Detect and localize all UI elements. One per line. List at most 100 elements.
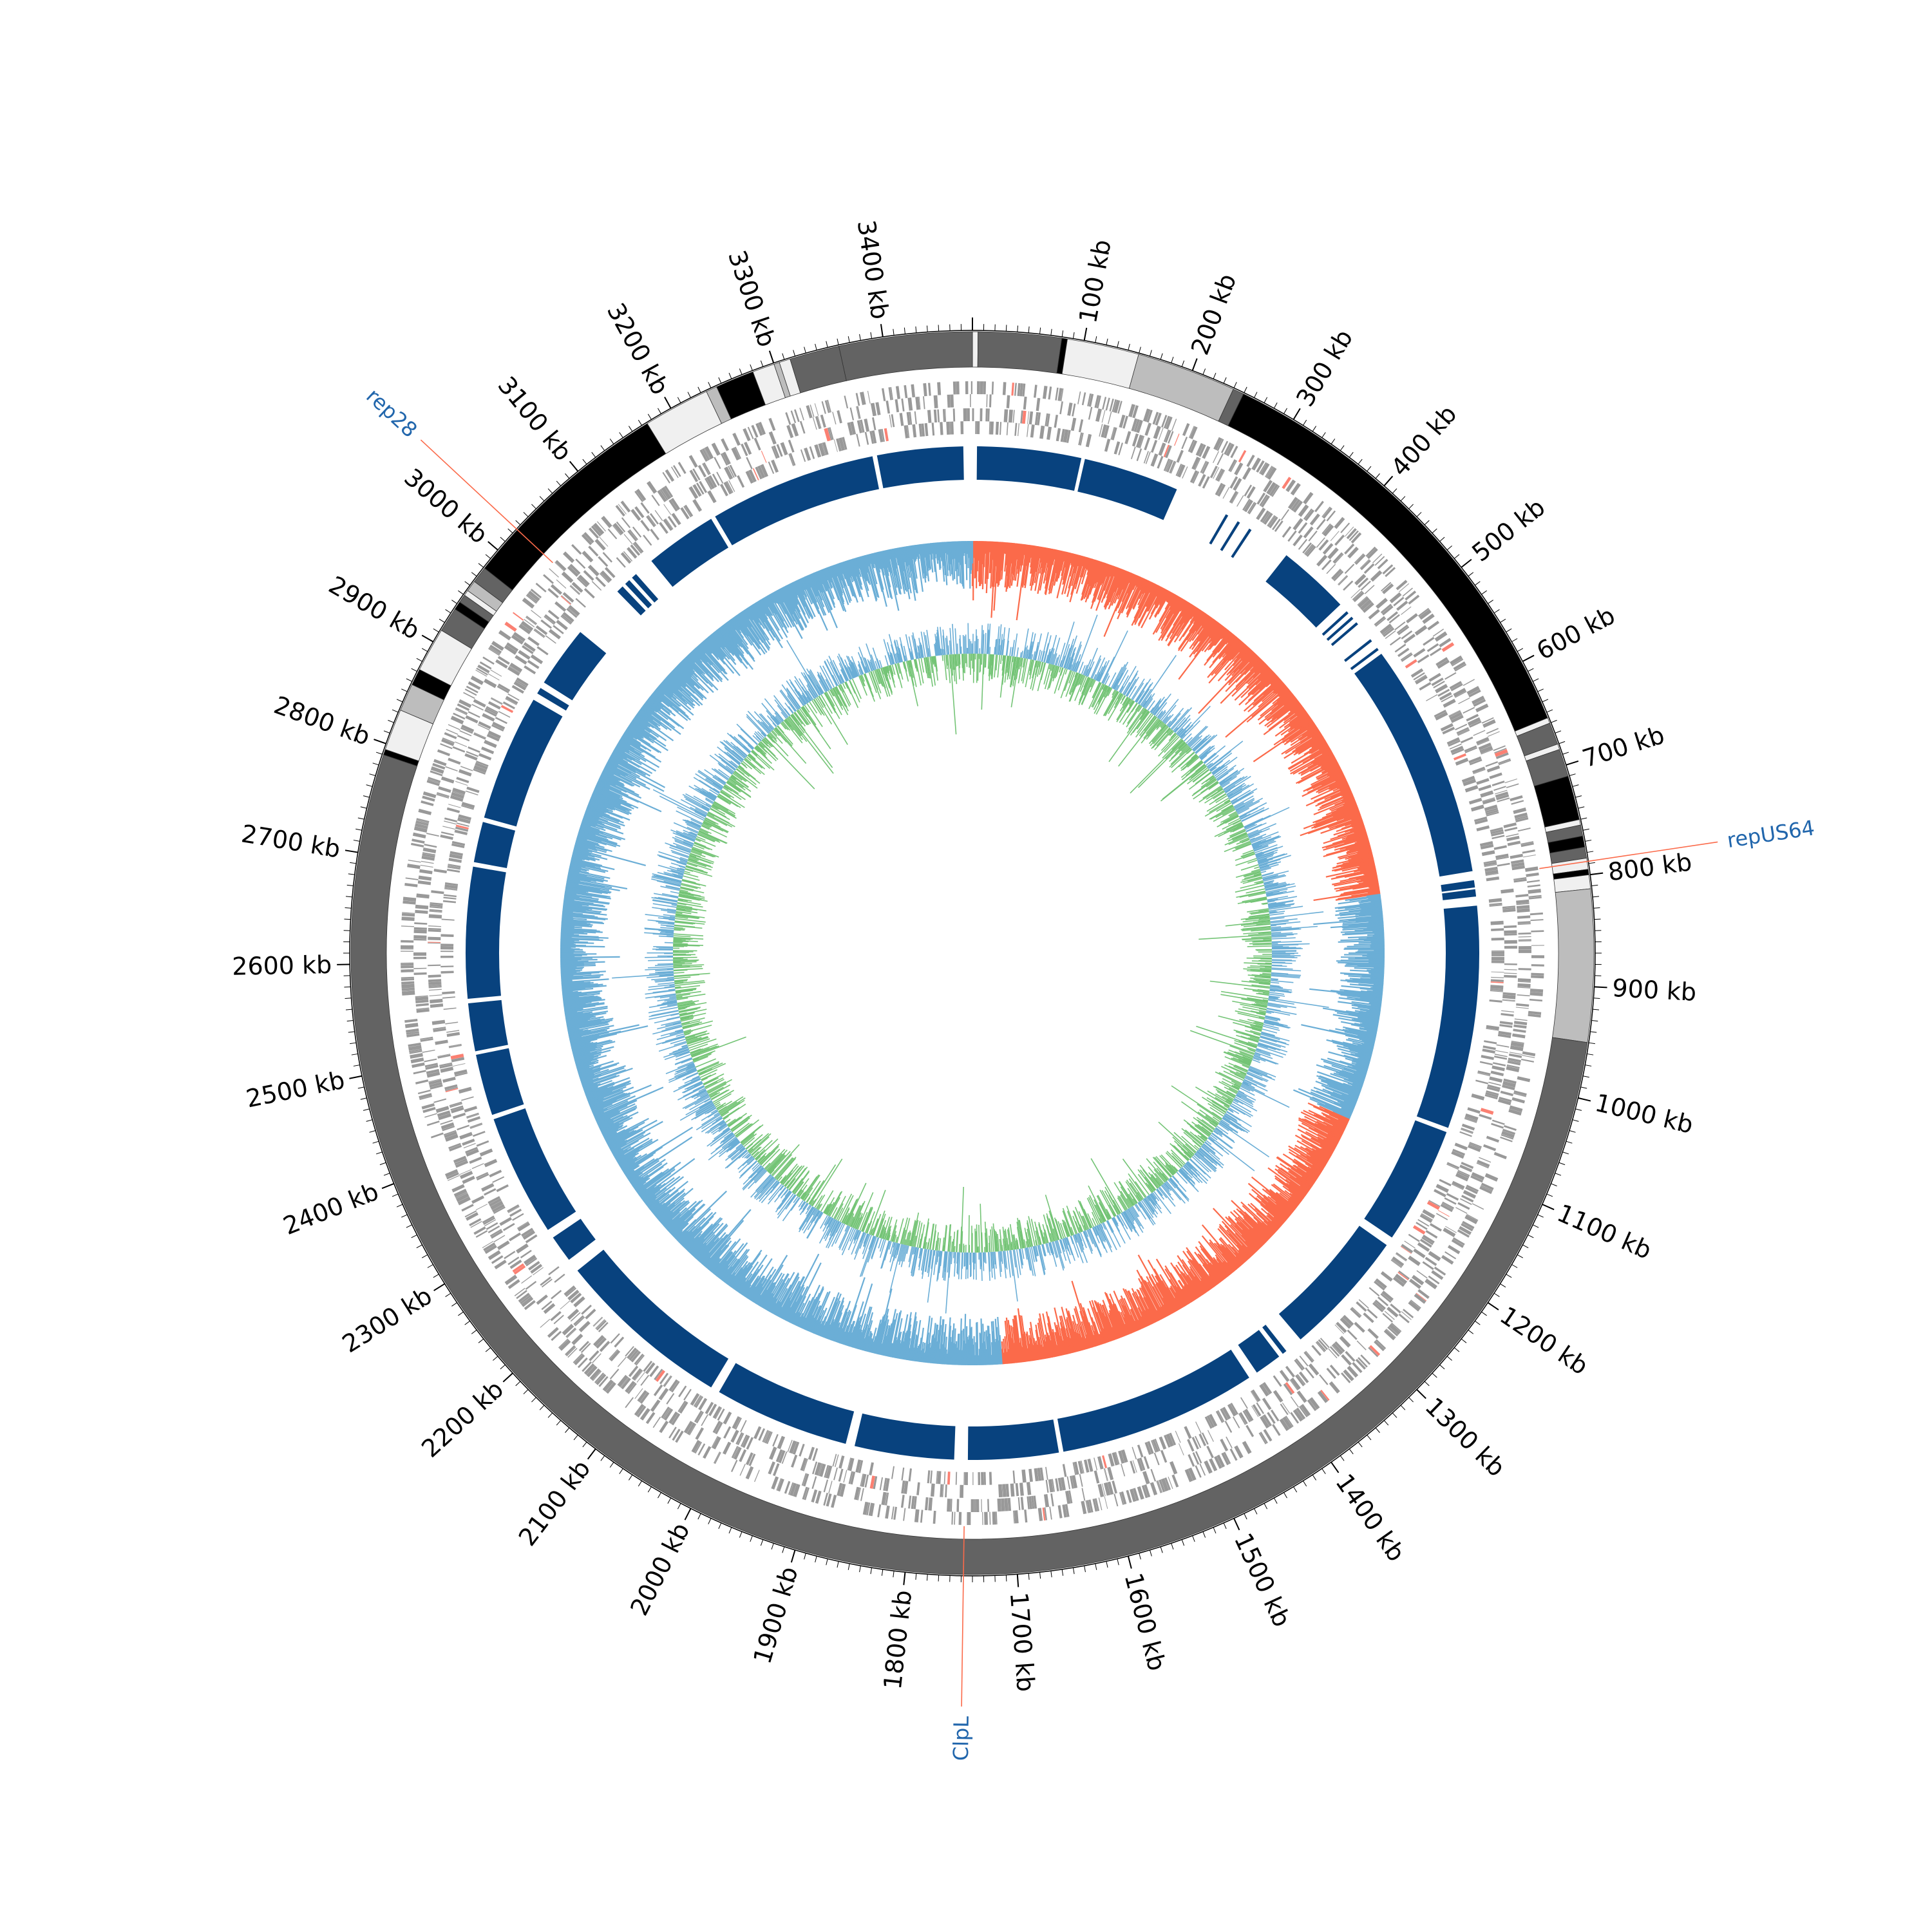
gc-skew-bar: [1155, 1283, 1173, 1314]
gene-feature: [570, 585, 581, 594]
gc-skew-bar: [727, 1275, 736, 1285]
gene-feature: [450, 1105, 464, 1111]
gc-skew-bar: [1276, 701, 1300, 719]
minor-tick: [870, 332, 873, 339]
gene-feature: [1034, 412, 1039, 426]
gc-skew-bar: [1343, 886, 1379, 894]
gc-skew-bar: [1349, 983, 1383, 988]
gc-skew-bar: [1080, 559, 1095, 601]
minor-tick: [1594, 918, 1601, 920]
gene-feature: [817, 415, 822, 429]
gc-skew-bar: [634, 1181, 647, 1191]
gene-feature: [855, 393, 860, 406]
gene-feature: [708, 1403, 717, 1417]
gene-feature: [730, 1430, 739, 1443]
gc-skew-bar: [1166, 1287, 1180, 1310]
gc-skew-bar: [1012, 1327, 1018, 1363]
gene-feature: [428, 964, 441, 967]
gene-feature: [1497, 1034, 1511, 1038]
gene-feature: [653, 1384, 663, 1397]
minor-tick: [815, 1556, 817, 1563]
gene-feature: [1492, 1065, 1505, 1072]
gc-skew-bar: [662, 1201, 690, 1226]
gc-skew-bar: [1364, 871, 1377, 876]
gc-skew-bar: [610, 1121, 663, 1151]
gene-feature: [1459, 1164, 1473, 1173]
gc-skew-bar: [817, 1316, 827, 1336]
gc-skew-bar: [654, 1202, 671, 1217]
gc-skew-bar: [669, 1212, 693, 1234]
gene-feature: [1437, 1209, 1450, 1217]
gene-feature: [1531, 975, 1544, 979]
gc-skew-bar: [1311, 810, 1359, 829]
gc-skew-bar: [1216, 1242, 1239, 1269]
minor-tick: [1493, 609, 1500, 614]
gene-feature: [1046, 413, 1050, 427]
gene-feature: [1103, 1482, 1111, 1496]
gene-feature: [524, 1300, 536, 1311]
gene-feature: [600, 570, 612, 582]
minor-tick: [515, 1381, 521, 1387]
gene-feature: [810, 404, 815, 417]
gene-feature: [445, 1088, 459, 1093]
gene-feature: [746, 1452, 753, 1466]
gene-feature: [428, 984, 442, 987]
gc-skew-bar: [560, 944, 587, 947]
gc-skew-bar: [1367, 936, 1385, 939]
gc-skew-bar: [713, 1251, 733, 1275]
gc-skew-bar: [1187, 1283, 1198, 1300]
gene-feature: [909, 412, 913, 425]
gc-skew-bar: [571, 1041, 591, 1048]
gene-feature: [592, 1316, 603, 1327]
minor-tick: [600, 1455, 605, 1461]
gc-skew-bar: [980, 541, 983, 584]
gene-feature: [1451, 1151, 1464, 1159]
gc-skew-bar: [697, 1241, 715, 1261]
gene-feature: [802, 1473, 810, 1487]
gc-skew-bar: [698, 1238, 719, 1262]
gc-skew-bar: [1226, 1262, 1235, 1272]
gene-feature: [1446, 1163, 1459, 1170]
gc-skew-bar: [1347, 1065, 1368, 1073]
gene-feature: [704, 446, 714, 460]
tick-label: 1300 kb: [1419, 1392, 1510, 1482]
gc-skew-bar: [1062, 553, 1072, 585]
gene-feature: [1217, 1410, 1225, 1423]
gc-skew-bar: [1010, 543, 1017, 586]
gene-feature: [1518, 949, 1531, 953]
gc-skew-bar: [1343, 1026, 1377, 1035]
gene-feature: [507, 666, 520, 676]
gc-skew-bar: [1158, 1283, 1176, 1313]
gene-feature: [1270, 1409, 1280, 1422]
gene-feature: [854, 1486, 860, 1501]
gc-skew-bar: [834, 1308, 848, 1342]
gc-skew-bar: [1348, 975, 1384, 979]
gc-skew-bar: [1345, 979, 1384, 983]
gene-feature: [1354, 554, 1366, 565]
gc-skew-bar: [741, 1269, 760, 1296]
minor-tick: [1511, 638, 1518, 642]
gene-feature: [465, 1146, 478, 1154]
gc-skew-bar: [1189, 1258, 1212, 1290]
gc-skew-bar: [893, 1340, 898, 1358]
gc-skew-bar: [901, 1331, 908, 1359]
gc-skew-bar: [754, 1294, 762, 1304]
gene-feature: [1121, 1491, 1127, 1505]
gene-feature: [1031, 1495, 1035, 1509]
gc-skew-ring: [560, 540, 1385, 1366]
gc-skew-bar: [1271, 1220, 1280, 1229]
gc-skew-bar: [603, 769, 614, 776]
gc-skew-bar: [567, 876, 591, 882]
gene-feature: [618, 504, 627, 515]
gene-feature: [509, 663, 523, 673]
gene-feature: [951, 421, 954, 435]
gene-feature: [1425, 1256, 1437, 1266]
gene-feature: [1503, 1078, 1517, 1084]
gene-feature: [1381, 583, 1394, 594]
gc-skew-bar: [1175, 1264, 1198, 1299]
gene-feature: [1303, 526, 1314, 538]
gene-feature: [428, 914, 442, 919]
gene-feature: [836, 438, 842, 451]
gc-skew-bar: [600, 1122, 614, 1130]
gene-feature: [1496, 1044, 1510, 1048]
